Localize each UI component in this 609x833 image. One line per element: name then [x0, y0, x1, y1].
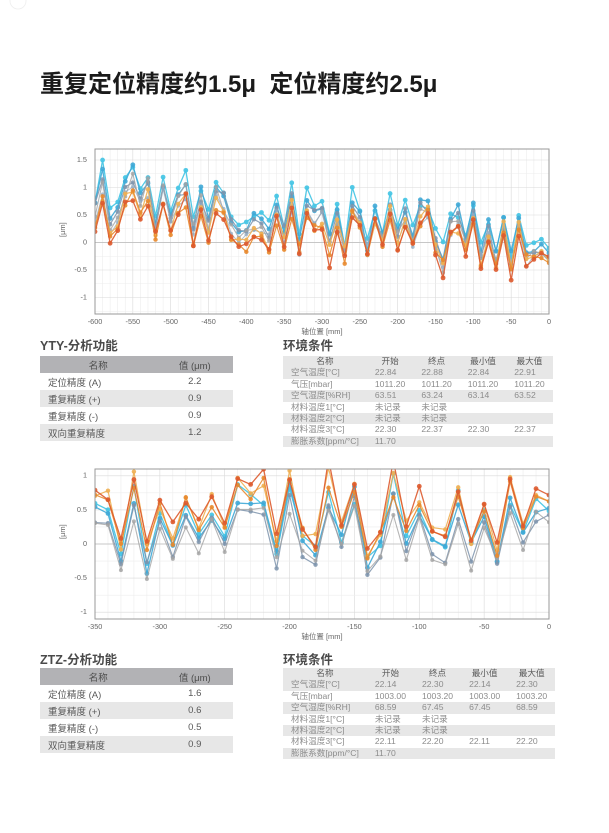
svg-text:0.5: 0.5 — [77, 505, 87, 514]
svg-text:-0.5: -0.5 — [74, 265, 87, 274]
svg-text:-300: -300 — [315, 317, 330, 326]
svg-text:1: 1 — [83, 471, 87, 480]
svg-text:0.5: 0.5 — [77, 210, 87, 219]
svg-text:-250: -250 — [217, 622, 232, 631]
svg-text:-400: -400 — [239, 317, 254, 326]
svg-text:0: 0 — [547, 622, 551, 631]
svg-text:-150: -150 — [347, 622, 362, 631]
svg-text:-300: -300 — [153, 622, 168, 631]
svg-text:-500: -500 — [163, 317, 178, 326]
svg-text:-450: -450 — [201, 317, 216, 326]
svg-text:-350: -350 — [277, 317, 292, 326]
svg-text:1: 1 — [83, 182, 87, 191]
svg-text:0: 0 — [547, 317, 551, 326]
svg-text:-50: -50 — [506, 317, 517, 326]
svg-text:-200: -200 — [282, 622, 297, 631]
svg-text:-0.5: -0.5 — [74, 573, 87, 582]
svg-text:-250: -250 — [353, 317, 368, 326]
svg-text:-1: -1 — [81, 292, 88, 301]
svg-text:-50: -50 — [479, 622, 490, 631]
svg-text:0: 0 — [83, 539, 87, 548]
svg-text:-200: -200 — [390, 317, 405, 326]
svg-text:-550: -550 — [126, 317, 141, 326]
svg-text:1.5: 1.5 — [77, 155, 87, 164]
svg-text:-600: -600 — [88, 317, 103, 326]
svg-text:0: 0 — [83, 237, 87, 246]
svg-text:-1: -1 — [81, 607, 88, 616]
svg-text:-150: -150 — [428, 317, 443, 326]
svg-text:-100: -100 — [412, 622, 427, 631]
svg-text:-100: -100 — [466, 317, 481, 326]
svg-text:-350: -350 — [88, 622, 103, 631]
